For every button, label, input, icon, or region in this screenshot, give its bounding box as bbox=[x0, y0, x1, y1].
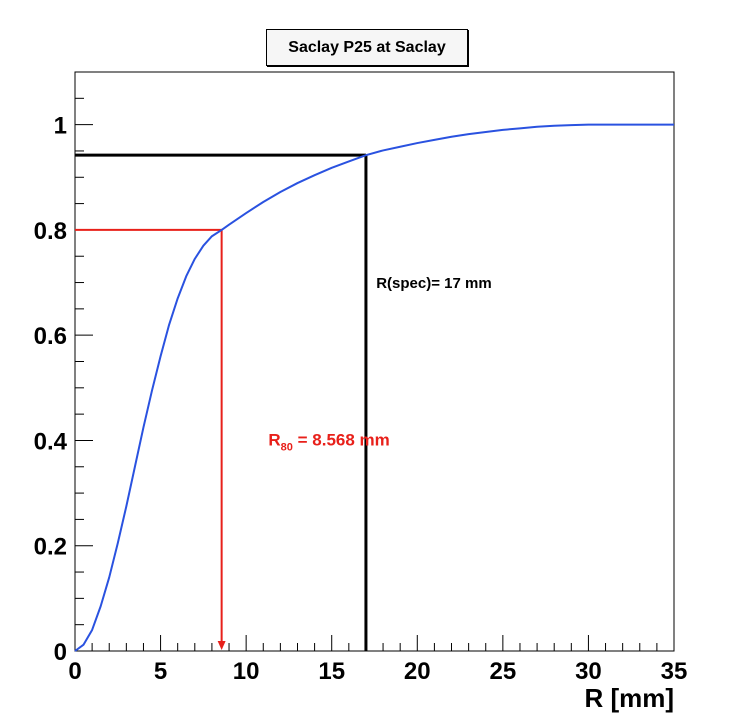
x-axis-title: R [mm] bbox=[584, 683, 674, 713]
plot-frame bbox=[74, 71, 675, 652]
x-tick-label: 35 bbox=[661, 658, 688, 685]
y-tick-label: 0.2 bbox=[34, 534, 67, 561]
series-layer bbox=[74, 123, 674, 652]
x-tick-label: 30 bbox=[575, 658, 602, 685]
containment-curve bbox=[74, 123, 674, 652]
axis-ticks bbox=[74, 71, 675, 652]
y-tick-label: 0.6 bbox=[34, 323, 67, 350]
x-tick-label: 20 bbox=[404, 658, 431, 685]
y-tick-label: 0.8 bbox=[34, 218, 67, 245]
plot-border bbox=[74, 71, 675, 652]
y-tick-label: 0 bbox=[54, 639, 67, 666]
x-tick-label: 5 bbox=[154, 658, 167, 685]
y-tick-label: 0.4 bbox=[34, 428, 68, 455]
rspec-label: R(spec)= 17 mm bbox=[376, 275, 491, 292]
x-tick-label: 25 bbox=[490, 658, 517, 685]
guide-lines bbox=[75, 153, 368, 651]
x-tick-label: 15 bbox=[318, 658, 345, 685]
r80-label: R80 = 8.568 mm bbox=[268, 431, 389, 454]
r80-arrowhead bbox=[217, 641, 226, 650]
y-tick-label: 1 bbox=[54, 113, 67, 140]
x-tick-label: 10 bbox=[233, 658, 260, 685]
labels-layer: 0 5 10 15 20 25 30 35 0 0.2 0.4 0.6 0.8 1 R [mm] R(spec… bbox=[34, 113, 688, 713]
x-tick-label: 0 bbox=[68, 658, 81, 685]
chart-title: Saclay P25 at Saclay bbox=[266, 29, 468, 66]
